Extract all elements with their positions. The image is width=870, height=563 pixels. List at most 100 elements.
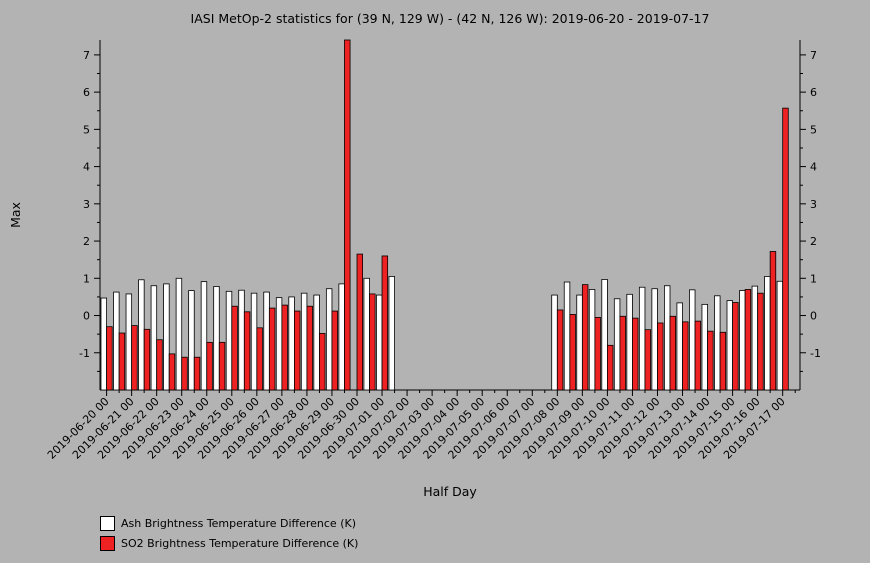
- bar-so2: [657, 322, 664, 391]
- bar-ash: [163, 283, 170, 391]
- bar-so2: [319, 333, 326, 391]
- legend-label-so2: SO2 Brightness Temperature Difference (K…: [121, 536, 359, 550]
- bar-ash: [751, 285, 759, 391]
- bar-ash: [776, 280, 784, 391]
- bar-ash: [250, 292, 258, 391]
- bar-so2: [168, 353, 176, 391]
- bar-ash: [288, 296, 295, 391]
- bar-so2: [131, 325, 138, 391]
- bar-so2: [669, 315, 676, 391]
- bar-so2: [719, 331, 727, 391]
- bar-ash: [238, 289, 245, 391]
- legend-item-ash: Ash Brightness Temperature Difference (K…: [100, 513, 358, 533]
- bar-so2: [744, 289, 752, 391]
- bar-so2: [707, 330, 714, 391]
- bar-ash: [651, 288, 658, 391]
- bar-so2: [306, 305, 313, 391]
- y-tick-label-left: 4: [83, 161, 90, 174]
- bar-ash: [150, 285, 158, 391]
- bar-ash: [213, 286, 220, 391]
- bar-ash: [363, 277, 370, 391]
- y-tick-label-right: 1: [810, 272, 817, 285]
- bar-so2: [218, 341, 226, 391]
- y-tick-label-right: 0: [810, 310, 817, 323]
- bar-so2: [293, 310, 301, 391]
- y-tick-label-right: 7: [810, 49, 817, 62]
- bar-ash: [338, 283, 345, 391]
- bar-ash: [188, 290, 195, 391]
- bar-so2: [181, 356, 188, 391]
- y-tick-label-left: 1: [83, 272, 90, 285]
- y-tick-label-left: 3: [83, 198, 90, 211]
- bar-so2: [256, 327, 263, 391]
- bar-ash: [701, 303, 708, 391]
- bar-so2: [757, 292, 764, 391]
- bar-ash: [726, 300, 733, 391]
- bar-so2: [369, 293, 376, 391]
- bar-ash: [100, 297, 107, 391]
- bar-ash: [175, 277, 183, 391]
- bar-so2: [694, 320, 702, 391]
- bar-ash: [138, 279, 145, 391]
- y-tick-label-right: 2: [810, 235, 817, 248]
- bar-ash: [676, 302, 683, 391]
- y-tick-label-left: -1: [79, 347, 90, 360]
- bar-ash: [588, 289, 596, 391]
- bar-ash: [613, 298, 621, 391]
- bar-so2: [732, 302, 739, 391]
- bar-so2: [556, 309, 564, 391]
- bar-so2: [281, 304, 288, 391]
- y-tick-label-left: 7: [83, 49, 90, 62]
- bar-so2: [644, 329, 651, 391]
- bar-so2: [344, 39, 351, 391]
- y-axis-label: Max: [8, 202, 23, 228]
- bar-so2: [206, 341, 213, 391]
- bar-so2: [231, 305, 238, 391]
- y-tick-label-right: 4: [810, 161, 817, 174]
- x-axis-label: Half Day: [423, 484, 477, 499]
- bar-ash: [563, 281, 571, 391]
- bar-so2: [268, 307, 276, 391]
- bar-ash: [551, 294, 558, 391]
- bar-so2: [607, 344, 614, 391]
- legend-swatch-so2: [100, 535, 115, 551]
- bar-ash: [664, 285, 671, 391]
- legend: Ash Brightness Temperature Difference (K…: [100, 513, 358, 553]
- bar-ash: [576, 294, 583, 391]
- bar-ash: [225, 290, 233, 391]
- bar-so2: [156, 339, 163, 391]
- chart-title: IASI MetOp-2 statistics for (39 N, 129 W…: [191, 11, 710, 26]
- bar-so2: [632, 317, 639, 391]
- y-tick-label-left: 5: [83, 123, 90, 136]
- bar-so2: [193, 356, 201, 391]
- y-tick-label-right: 5: [810, 123, 817, 136]
- bar-ash: [739, 290, 746, 391]
- y-tick-label-left: 6: [83, 86, 90, 99]
- bar-ash: [689, 289, 696, 391]
- bar-so2: [331, 310, 338, 391]
- bar-so2: [569, 314, 576, 391]
- bar-so2: [619, 315, 626, 391]
- bar-ash: [638, 286, 646, 391]
- bar-so2: [782, 107, 789, 391]
- bar-so2: [594, 316, 601, 391]
- bar-so2: [243, 311, 251, 391]
- bar-ash: [300, 292, 308, 391]
- y-tick-label-right: -1: [810, 347, 821, 360]
- y-tick-label-left: 2: [83, 235, 90, 248]
- bar-ash: [325, 288, 333, 391]
- legend-label-ash: Ash Brightness Temperature Difference (K…: [121, 516, 356, 530]
- legend-item-so2: SO2 Brightness Temperature Difference (K…: [100, 533, 358, 553]
- bar-ash: [626, 293, 633, 391]
- bar-ash: [113, 291, 120, 391]
- bar-ash: [376, 294, 383, 391]
- bar-ash: [200, 281, 208, 391]
- bar-ash: [714, 295, 721, 391]
- y-tick-label-right: 6: [810, 86, 817, 99]
- bar-so2: [381, 255, 389, 391]
- bar-so2: [106, 326, 113, 391]
- y-tick-label-right: 3: [810, 198, 817, 211]
- bar-ash: [388, 276, 395, 391]
